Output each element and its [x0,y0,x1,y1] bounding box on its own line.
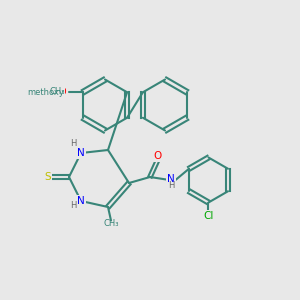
Text: S: S [45,172,51,182]
Text: CH₃: CH₃ [103,220,119,229]
Text: N: N [77,196,85,206]
Text: Cl: Cl [203,211,214,221]
Text: O: O [58,87,66,97]
Text: H: H [168,181,174,190]
Text: H: H [70,140,77,148]
Text: H: H [70,201,77,210]
Text: N: N [77,148,85,158]
Text: N: N [167,173,175,184]
Text: methoxy: methoxy [27,88,64,97]
Text: CH₃: CH₃ [50,87,65,96]
Text: O: O [153,151,162,161]
